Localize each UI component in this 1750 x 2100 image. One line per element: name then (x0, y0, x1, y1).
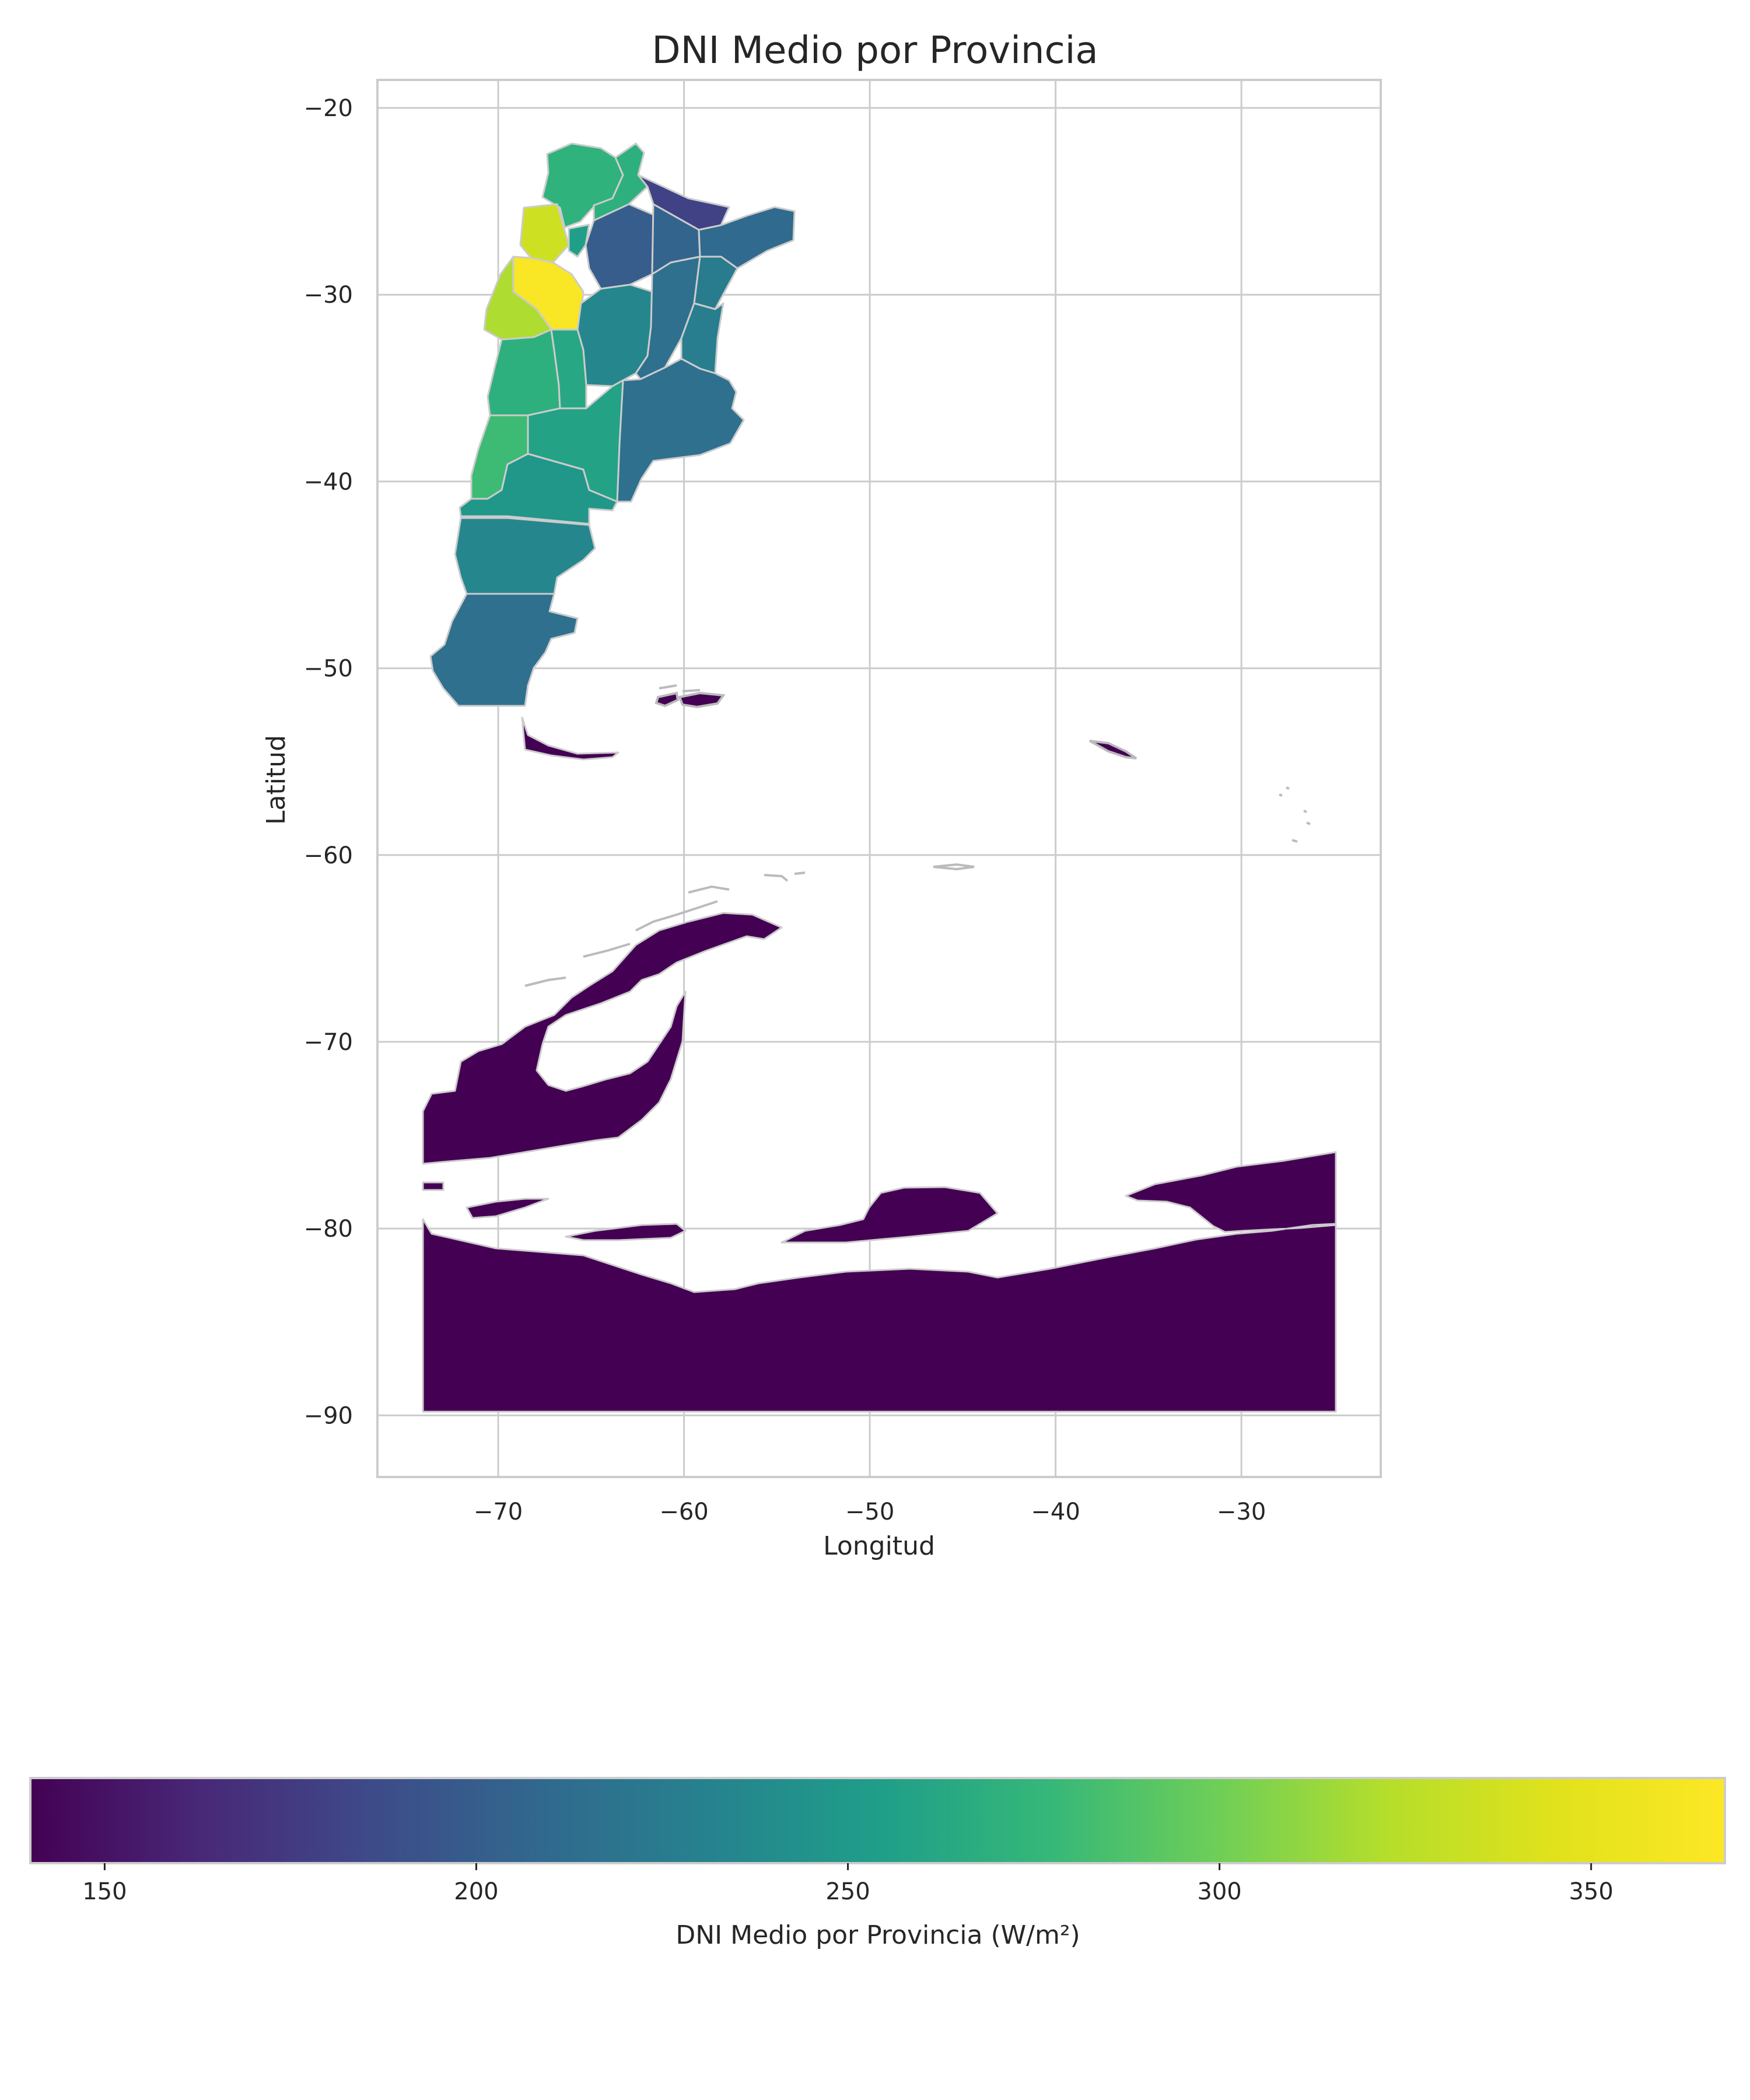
y-tick-label: −80 (304, 1216, 353, 1242)
region-corrientes (693, 256, 738, 310)
colorbar-tick-label: 150 (82, 1878, 127, 1905)
islet-malvinas-west (654, 691, 680, 708)
x-ticks: −70 −60 −50 −40 −30 (474, 1499, 1266, 1525)
islet-sandwich-4 (1306, 821, 1311, 825)
y-tick-label: −20 (304, 95, 353, 122)
y-tick-label: −90 (304, 1402, 353, 1429)
x-tick-label: −70 (474, 1499, 523, 1525)
islet-orcadas (933, 863, 975, 871)
islet-shetland-2 (688, 885, 730, 894)
axes-frame (376, 79, 1382, 1478)
y-tick-label: −60 (304, 842, 353, 869)
y-tick-label: −70 (304, 1029, 353, 1056)
y-axis-label: Latitud (261, 735, 291, 825)
region-catamarca-north (519, 203, 570, 264)
colorbar-tick-label: 350 (1569, 1878, 1613, 1905)
islet-malvinas-east (678, 691, 726, 709)
colorbar-gradient (29, 1777, 1726, 1864)
x-tick-label: −40 (1031, 1499, 1080, 1525)
islet-malvinas-outline (659, 684, 701, 692)
y-tick-label: −50 (304, 656, 353, 682)
islet-peninsula-west-2 (524, 977, 566, 987)
islet-shetland-4 (794, 872, 806, 875)
x-axis-label: Longitud (823, 1531, 935, 1561)
colorbar-label: DNI Medio por Provincia (W/m²) (676, 1920, 1080, 1950)
colorbar-tick-label: 250 (825, 1878, 870, 1905)
region-tierra-del-fuego (521, 716, 620, 761)
colorbar-tick-label: 300 (1197, 1878, 1241, 1905)
region-chubut (454, 517, 596, 595)
islet-shetland-1 (635, 900, 718, 932)
x-tick-label: −60 (659, 1499, 708, 1525)
colorbar: 150 200 250 300 350 DNI Medio por Provincia … (29, 1777, 1726, 1950)
region-santa-cruz (429, 593, 579, 707)
islet-sandwich-2 (1279, 793, 1283, 797)
x-tick-label: −30 (1217, 1499, 1266, 1525)
region-rio-negro (459, 453, 618, 525)
x-tick-label: −50 (845, 1499, 894, 1525)
islets-layer (524, 684, 1311, 987)
region-tucuman (568, 223, 590, 258)
islet-sandwich-3 (1303, 810, 1307, 813)
islet-sandwich-1 (1286, 786, 1290, 790)
islet-shetland-3 (764, 874, 789, 882)
regions-layer (422, 142, 1337, 1413)
region-antartida (422, 912, 1337, 1413)
y-tick-label: −30 (304, 282, 353, 309)
axes-layer (376, 79, 1382, 1478)
y-ticks: −20 −30 −40 −50 −60 −70 −80 −90 (304, 95, 353, 1429)
region-buenos-aires (616, 358, 745, 503)
colorbar-tick-label: 200 (454, 1878, 498, 1905)
colorbar-ticks: 150 200 250 300 350 (82, 1863, 1614, 1905)
map-title: DNI Medio por Provincia (652, 29, 1098, 72)
islet-peninsula-west-1 (583, 943, 631, 958)
islet-sandwich-5 (1292, 839, 1298, 843)
y-tick-label: −40 (304, 468, 353, 495)
region-misiones (698, 206, 796, 270)
islet-georgias (1089, 740, 1138, 760)
map-panel: −70 −60 −50 −40 −30 −20 −30 −40 −50 −60 −70 −80 −90… (261, 79, 1382, 1561)
